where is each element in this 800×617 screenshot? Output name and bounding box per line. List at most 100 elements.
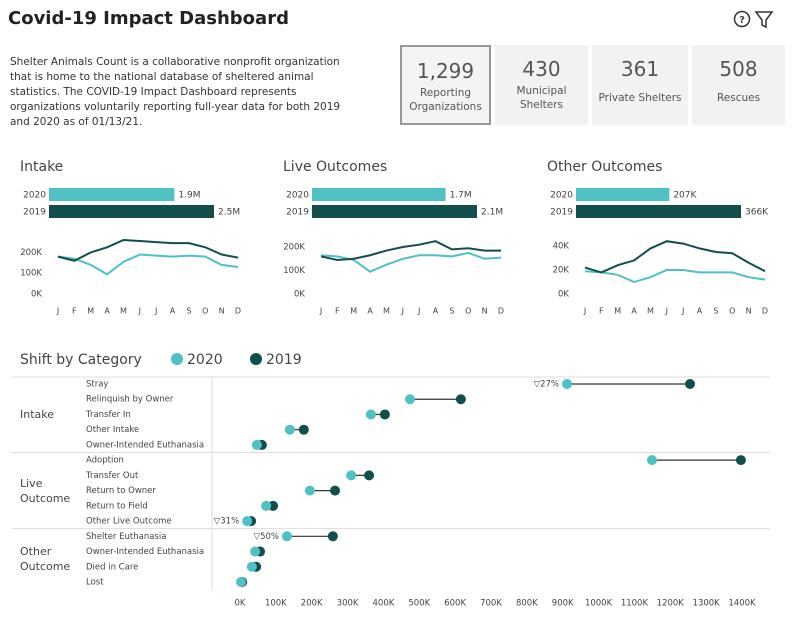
dot	[346, 470, 357, 481]
dot	[455, 394, 466, 405]
y-tick-label: 0K	[31, 290, 42, 300]
x-tick-label: A	[104, 307, 110, 316]
dot	[250, 546, 261, 557]
x-tick-label: M	[87, 307, 94, 316]
x-tick-label: 100K	[265, 599, 287, 609]
x-tick-label: 400K	[373, 599, 395, 609]
category-label: Lost	[86, 577, 104, 587]
bar-value-label: 366K	[745, 208, 769, 218]
dot	[304, 485, 315, 496]
bar-value-label: 1.7M	[450, 191, 472, 201]
annotation: ▽31%	[214, 517, 239, 527]
title: Covid-19 Impact Dashboard	[8, 8, 289, 29]
x-tick-label: O	[202, 307, 208, 316]
y-tick-label: 0K	[558, 290, 569, 300]
category-label: Owner-Intended Euthanasia	[86, 547, 204, 557]
x-tick-label: O	[465, 307, 471, 316]
kpi-card[interactable]: 430 Municipal Shelters	[495, 45, 588, 125]
y-tick-label: 20K	[553, 266, 570, 276]
chart-title: Other Outcomes	[547, 159, 662, 175]
line-series	[57, 238, 239, 262]
x-tick-label: 1000K	[585, 599, 613, 609]
annotation: ▽50%	[254, 532, 279, 542]
help-icon[interactable]: ?	[733, 10, 751, 28]
kpi-card[interactable]: 1,299 Reporting Organizations	[400, 45, 491, 125]
line-series	[584, 269, 766, 284]
x-tick-label: M	[383, 307, 390, 316]
x-tick-label: J	[417, 307, 420, 316]
group-label: Intake	[20, 407, 55, 421]
line-series	[57, 253, 239, 276]
category-label: Owner-Intended Euthanasia	[86, 440, 204, 450]
legend-marker	[171, 353, 183, 365]
annotation: ▽27%	[534, 380, 559, 390]
dot	[562, 379, 573, 389]
x-tick-label: M	[350, 307, 357, 316]
group-label: Live Outcome	[20, 476, 71, 505]
x-tick-label: 700K	[480, 599, 502, 609]
description: Shelter Animals Count is a collaborative…	[10, 56, 341, 128]
x-tick-label: F	[72, 307, 77, 316]
dot	[251, 439, 262, 450]
line-series	[584, 240, 766, 274]
legend-label: 2019	[266, 352, 302, 368]
x-tick-label: 900K	[552, 599, 574, 609]
kpi-card[interactable]: 508 Rescues	[692, 45, 785, 125]
dot	[298, 424, 309, 435]
filter-icon[interactable]	[754, 11, 774, 29]
bar	[49, 205, 214, 218]
x-tick-label: A	[367, 307, 373, 316]
x-tick-label: J	[138, 307, 141, 316]
dot	[364, 470, 375, 481]
bar-value-label: 207K	[673, 191, 697, 201]
x-tick-label: J	[583, 307, 586, 316]
category-label: Transfer Out	[85, 471, 139, 481]
dot	[685, 379, 696, 389]
bar	[576, 205, 741, 218]
category-label: Stray	[86, 380, 108, 390]
dot	[261, 500, 272, 511]
x-tick-label: D	[235, 307, 241, 316]
line-series	[320, 251, 502, 273]
svg-text:?: ?	[739, 15, 745, 26]
dot	[379, 409, 390, 420]
bar-category: 2019	[23, 208, 46, 218]
x-tick-label: 300K	[337, 599, 359, 609]
y-tick-label: 40K	[553, 242, 570, 252]
kpi-card[interactable]: 361 Private Shelters	[592, 45, 688, 125]
x-tick-label: F	[335, 307, 340, 316]
dot	[242, 516, 253, 527]
x-tick-label: O	[729, 307, 735, 316]
chart-title: Shift by Category	[20, 352, 142, 368]
category-label: Other Live Outcome	[86, 517, 172, 527]
category-label: Transfer In	[85, 410, 131, 420]
bar-category: 2019	[550, 208, 573, 218]
x-tick-label: 200K	[301, 599, 323, 609]
category-label: Died in Care	[86, 562, 138, 572]
x-tick-label: F	[599, 307, 604, 316]
x-tick-label: M	[614, 307, 621, 316]
x-tick-label: A	[433, 307, 439, 316]
bar-category: 2020	[550, 191, 573, 201]
category-label: Other Intake	[86, 425, 139, 435]
x-tick-label: N	[746, 307, 752, 316]
x-tick-label: A	[631, 307, 637, 316]
category-label: Return to Owner	[86, 486, 156, 496]
legend-marker	[250, 353, 262, 365]
kpi-label: Reporting Organizations	[409, 87, 482, 113]
dot	[330, 485, 341, 496]
bar-category: 2020	[286, 191, 309, 201]
x-tick-label: M	[647, 307, 654, 316]
x-tick-label: J	[401, 307, 404, 316]
kpi-value: 1,299	[416, 59, 475, 83]
dot	[646, 455, 657, 466]
x-tick-label: N	[219, 307, 225, 316]
x-tick-label: 0K	[235, 599, 246, 609]
dot	[246, 561, 257, 572]
kpi-value: 361	[620, 57, 660, 81]
legend-label: 2020	[187, 352, 223, 368]
x-tick-label: 1400K	[728, 599, 756, 609]
bar-value-label: 1.9M	[178, 191, 200, 201]
